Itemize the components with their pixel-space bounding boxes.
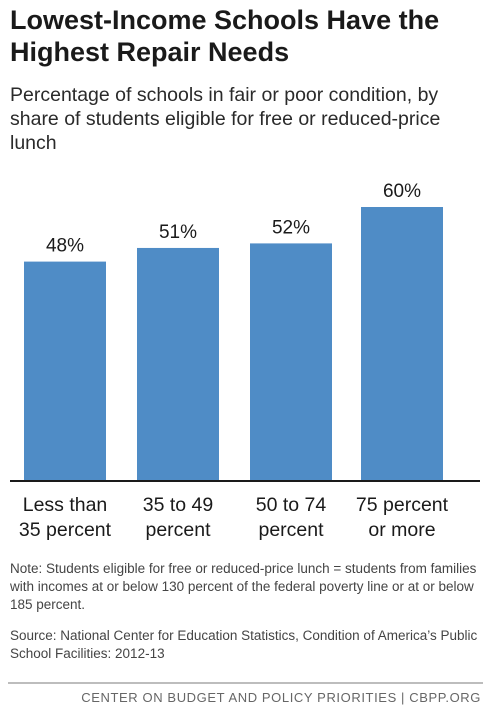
data-label-2: 51%: [159, 222, 197, 243]
bar-chart: 48% 51% 52% 60%: [10, 181, 480, 482]
category-label-line: 35 percent: [18, 519, 112, 541]
category-label-line: Less than: [22, 494, 108, 516]
bar-3: [250, 243, 332, 480]
chart-note: Note: Students eligible for free or redu…: [10, 561, 477, 612]
chart-title: Lowest-Income Schools Have the Highest R…: [10, 5, 440, 67]
footer-credit: CENTER ON BUDGET AND POLICY PRIORITIES |…: [81, 690, 481, 705]
chart-subtitle: Percentage of schools in fair or poor co…: [10, 84, 441, 154]
category-label-line: 75 percent: [355, 494, 449, 516]
category-label-line: percent: [145, 519, 211, 541]
category-label-1: Less than 35 percent: [9, 493, 121, 543]
data-label-3: 52%: [272, 217, 310, 238]
chart-source: Source: National Center for Education St…: [10, 628, 478, 661]
category-label-line: or more: [368, 519, 436, 541]
category-label-line: 35 to 49: [142, 494, 214, 516]
category-label-3: 50 to 74 percent: [235, 493, 347, 543]
category-label-line: percent: [258, 519, 324, 541]
category-label-line: 50 to 74: [255, 494, 327, 516]
bar-2: [137, 247, 219, 480]
data-label-1: 48%: [46, 236, 84, 257]
footer-divider: [8, 682, 483, 684]
bar-1: [24, 261, 106, 480]
bar-4: [361, 207, 443, 480]
category-label-2: 35 to 49 percent: [122, 493, 234, 543]
data-label-4: 60%: [383, 181, 421, 202]
category-label-4: 75 percent or more: [346, 493, 458, 543]
